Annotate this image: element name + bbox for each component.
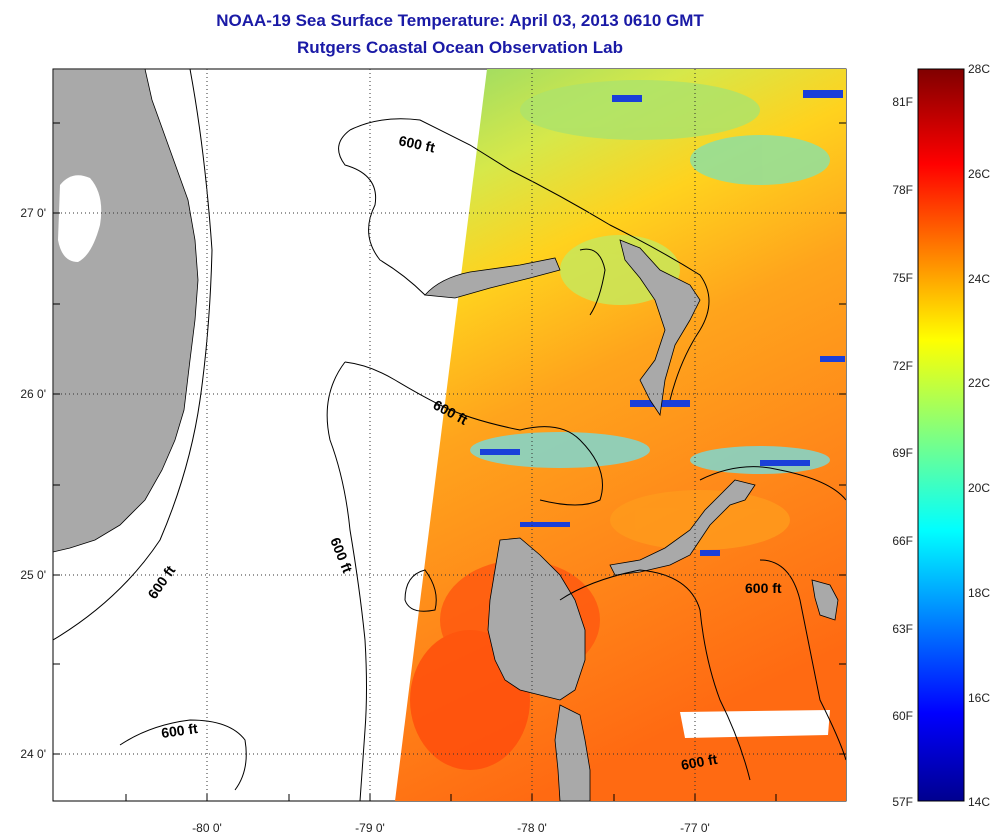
fahrenheit-label: 66F [892, 534, 913, 548]
lat-label: 25 0' [20, 568, 46, 582]
celsius-label: 26C [968, 167, 990, 181]
colorbar [917, 68, 965, 802]
fahrenheit-label: 81F [892, 95, 913, 109]
lat-label: 26 0' [20, 387, 46, 401]
fahrenheit-label: 78F [892, 183, 913, 197]
land-grand-bahama [424, 257, 561, 299]
lon-label: -79 0' [355, 821, 385, 835]
axis-ticks [53, 122, 846, 801]
contour-label: 600 ft [680, 751, 719, 773]
lat-labels: 27 0' 26 0' 25 0' 24 0' [20, 206, 46, 761]
fahrenheit-label: 60F [892, 709, 913, 723]
celsius-label: 20C [968, 481, 990, 495]
celsius-label: 24C [968, 272, 990, 286]
celsius-label: 18C [968, 586, 990, 600]
lat-label: 24 0' [20, 747, 46, 761]
celsius-label: 22C [968, 376, 990, 390]
colorbar-f-labels: 81F 78F 75F 72F 69F 66F 63F 60F 57F [892, 95, 913, 809]
land-eleuthera [609, 479, 756, 576]
lat-label: 27 0' [20, 206, 46, 220]
fahrenheit-label: 63F [892, 622, 913, 636]
lon-label: -77 0' [680, 821, 710, 835]
lake-okeechobee [58, 175, 102, 262]
fahrenheit-label: 57F [892, 795, 913, 809]
cloud-gap [680, 710, 830, 738]
contour-label: 600 ft [397, 132, 436, 155]
land-andros-south [554, 704, 591, 801]
lon-label: -78 0' [517, 821, 547, 835]
land-andros [487, 537, 586, 701]
land-abaco [619, 239, 701, 417]
land-exuma [811, 579, 839, 621]
lon-labels: -80 0' -79 0' -78 0' -77 0' [192, 821, 710, 835]
celsius-label: 16C [968, 691, 990, 705]
contour-label: 600 ft [745, 580, 782, 596]
celsius-label: 28C [968, 62, 990, 76]
lon-label: -80 0' [192, 821, 222, 835]
celsius-label: 14C [968, 795, 990, 809]
isobath-contours [53, 69, 846, 801]
fahrenheit-label: 75F [892, 271, 913, 285]
colorbar-c-labels: 28C 26C 24C 22C 20C 18C 16C 14C [968, 62, 990, 809]
map-subtitle: Rutgers Coastal Ocean Observation Lab [297, 38, 623, 57]
contour-label: 600 ft [160, 720, 199, 741]
fahrenheit-label: 72F [892, 359, 913, 373]
graticule [53, 69, 846, 801]
map-title: NOAA-19 Sea Surface Temperature: April 0… [216, 11, 704, 30]
fahrenheit-label: 69F [892, 446, 913, 460]
